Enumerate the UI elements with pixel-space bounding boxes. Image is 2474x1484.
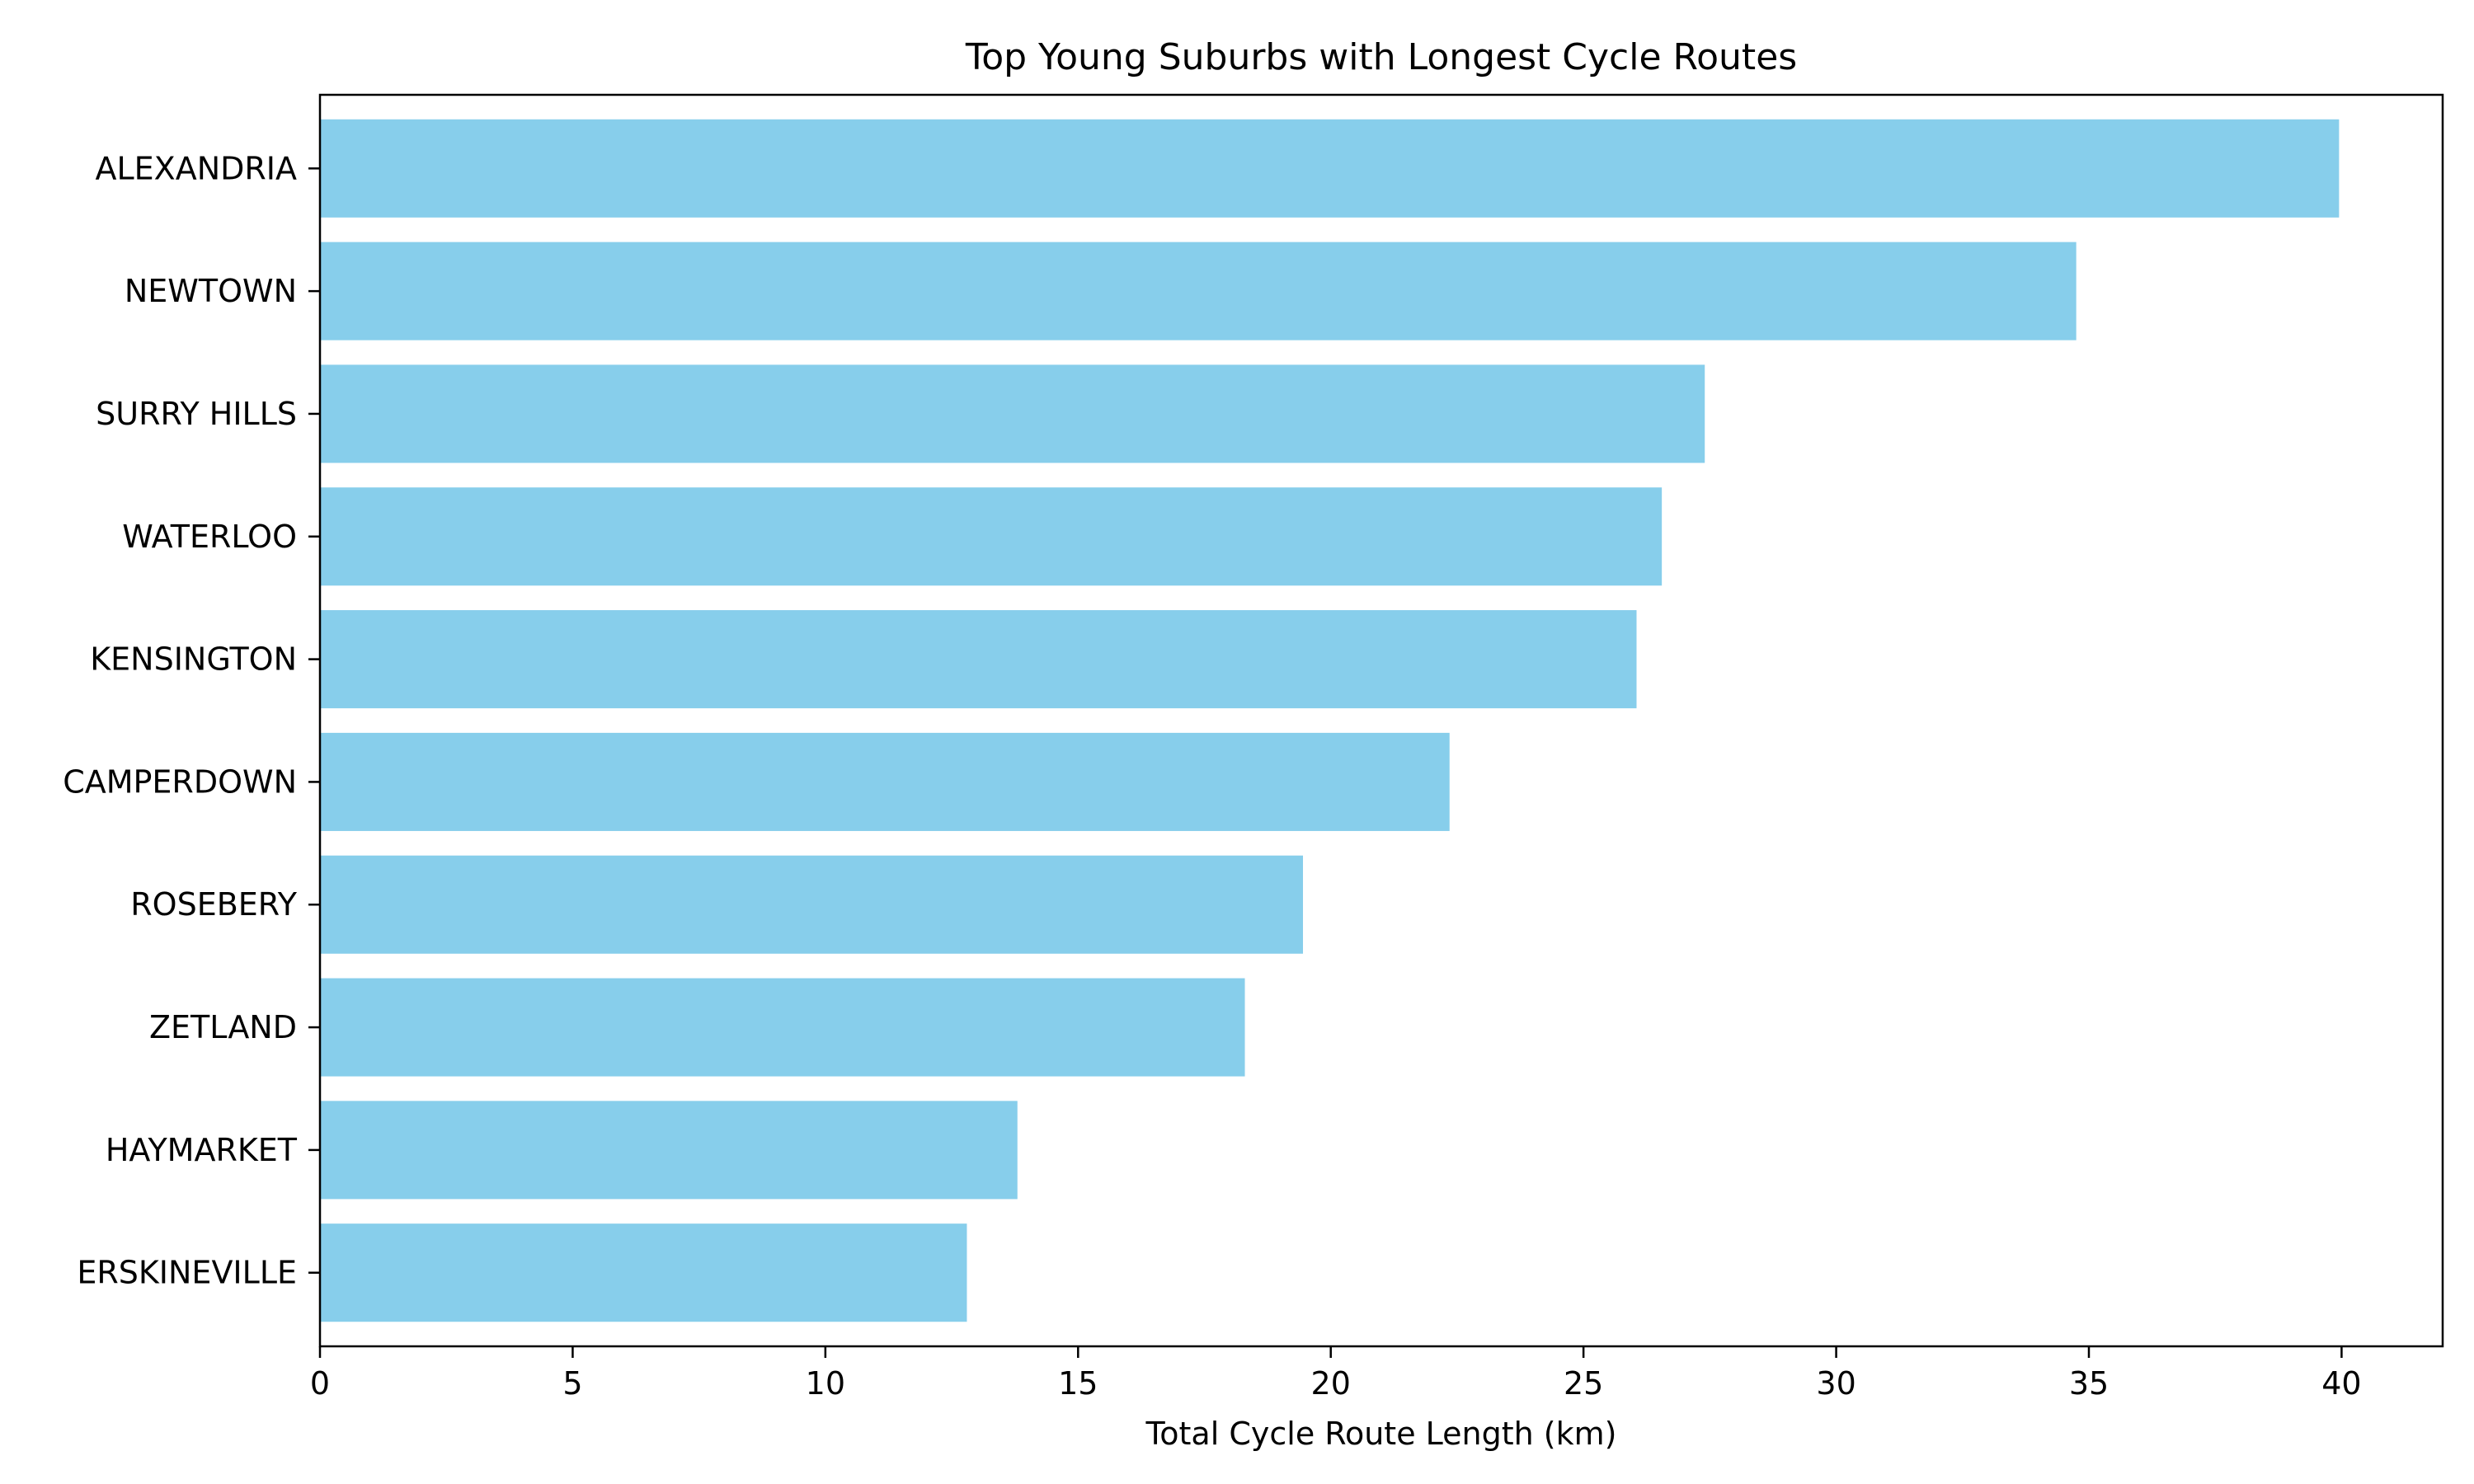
x-tick-label-0: 0 — [310, 1365, 330, 1402]
bar-rosebery — [320, 856, 1303, 954]
bar-alexandria — [320, 120, 2339, 218]
x-tick-label-5: 5 — [562, 1365, 582, 1402]
y-tick-label-erskineville: ERSKINEVILLE — [77, 1255, 297, 1291]
bar-camperdown — [320, 733, 1450, 831]
bar-zetland — [320, 979, 1245, 1077]
y-tick-label-kensington: KENSINGTON — [90, 641, 297, 678]
bar-surry-hills — [320, 364, 1705, 463]
bar-waterloo — [320, 487, 1662, 585]
bar-haymarket — [320, 1101, 1018, 1199]
y-tick-label-surry-hills: SURRY HILLS — [96, 396, 297, 432]
x-tick-label-10: 10 — [806, 1365, 845, 1402]
bar-newtown — [320, 242, 2077, 340]
y-tick-label-rosebery: ROSEBERY — [130, 886, 297, 923]
y-tick-label-alexandria: ALEXANDRIA — [96, 150, 298, 186]
y-tick-label-waterloo: WATERLOO — [122, 519, 297, 555]
x-tick-label-15: 15 — [1058, 1365, 1098, 1402]
x-tick-label-35: 35 — [2069, 1365, 2109, 1402]
x-tick-label-20: 20 — [1311, 1365, 1351, 1402]
x-axis: 0 5 10 15 20 25 30 35 40 — [310, 1346, 2362, 1402]
x-axis-label: Total Cycle Route Length (km) — [1145, 1416, 1617, 1452]
y-axis: ALEXANDRIA NEWTOWN SURRY HILLS WATERLOO KENS… — [63, 150, 320, 1290]
chart-title: Top Young Suburbs with Longest Cycle Rou… — [965, 36, 1797, 78]
y-tick-label-newtown: NEWTOWN — [125, 273, 297, 309]
y-tick-label-zetland: ZETLAND — [149, 1009, 297, 1045]
x-tick-label-25: 25 — [1564, 1365, 1603, 1402]
x-tick-label-30: 30 — [1816, 1365, 1856, 1402]
bar-erskineville — [320, 1223, 967, 1322]
bar-kensington — [320, 610, 1636, 708]
x-tick-label-40: 40 — [2321, 1365, 2361, 1402]
y-tick-label-haymarket: HAYMARKET — [106, 1132, 298, 1168]
y-tick-label-camperdown: CAMPERDOWN — [63, 763, 297, 800]
bars-group — [320, 120, 2339, 1322]
